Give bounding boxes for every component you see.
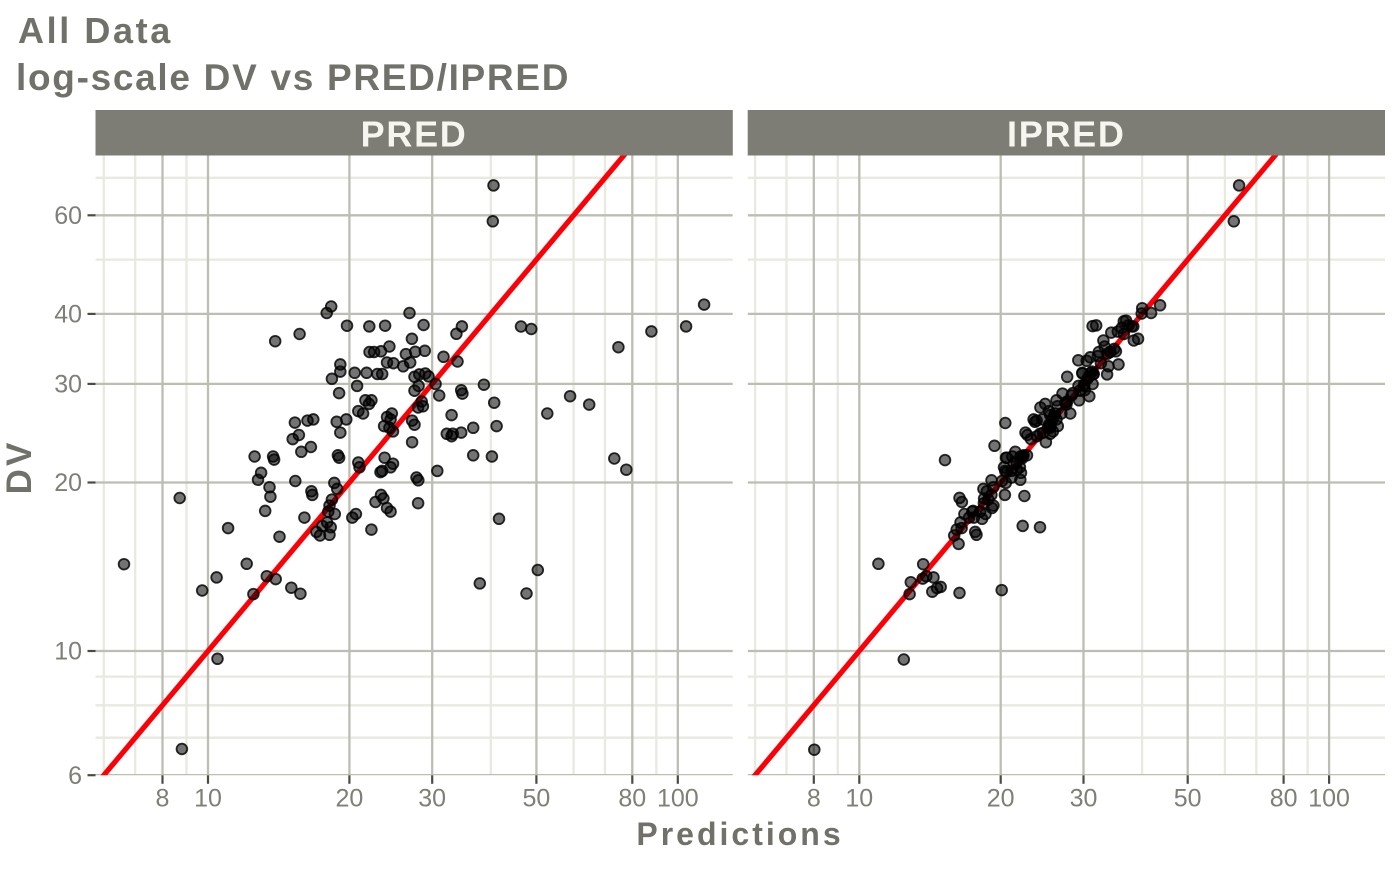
svg-text:30: 30 [54,371,82,399]
svg-text:All Data: All Data [18,10,173,51]
svg-text:DV: DV [0,440,39,495]
svg-text:Predictions: Predictions [636,816,843,852]
svg-text:100: 100 [1308,785,1350,813]
svg-text:log-scale DV vs PRED/IPRED: log-scale DV vs PRED/IPRED [16,57,570,98]
svg-text:8: 8 [156,785,170,813]
svg-text:20: 20 [54,469,82,497]
svg-text:8: 8 [807,785,821,813]
svg-text:80: 80 [618,785,646,813]
svg-text:30: 30 [1070,785,1098,813]
svg-text:6: 6 [68,762,82,790]
svg-text:50: 50 [1174,785,1202,813]
svg-text:10: 10 [194,785,222,813]
svg-text:20: 20 [987,785,1015,813]
svg-text:PRED: PRED [361,114,468,155]
svg-text:100: 100 [657,785,699,813]
svg-text:30: 30 [418,785,446,813]
svg-text:20: 20 [335,785,363,813]
svg-text:IPRED: IPRED [1007,114,1126,155]
svg-text:60: 60 [54,202,82,230]
svg-text:80: 80 [1270,785,1298,813]
svg-text:40: 40 [54,301,82,329]
svg-text:10: 10 [845,785,873,813]
svg-text:50: 50 [522,785,550,813]
svg-text:10: 10 [54,638,82,666]
